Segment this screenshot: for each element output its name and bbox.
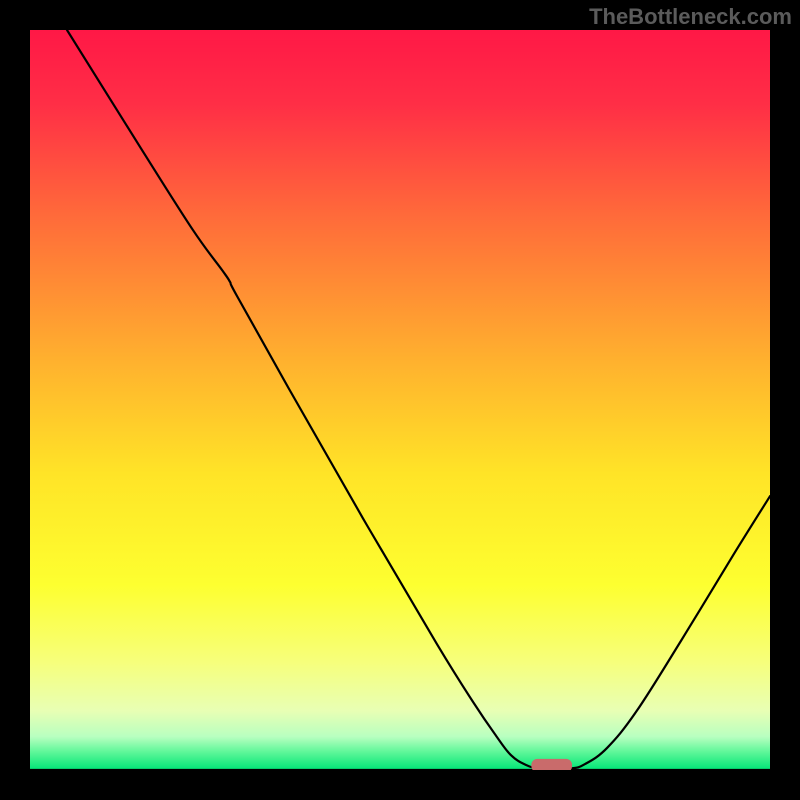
- plot-background: [30, 30, 770, 770]
- plot-area: [30, 30, 770, 770]
- chart-container: TheBottleneck.com: [0, 0, 800, 800]
- plot-svg: [30, 30, 770, 770]
- marker-pill: [531, 759, 572, 770]
- watermark-text: TheBottleneck.com: [589, 4, 792, 30]
